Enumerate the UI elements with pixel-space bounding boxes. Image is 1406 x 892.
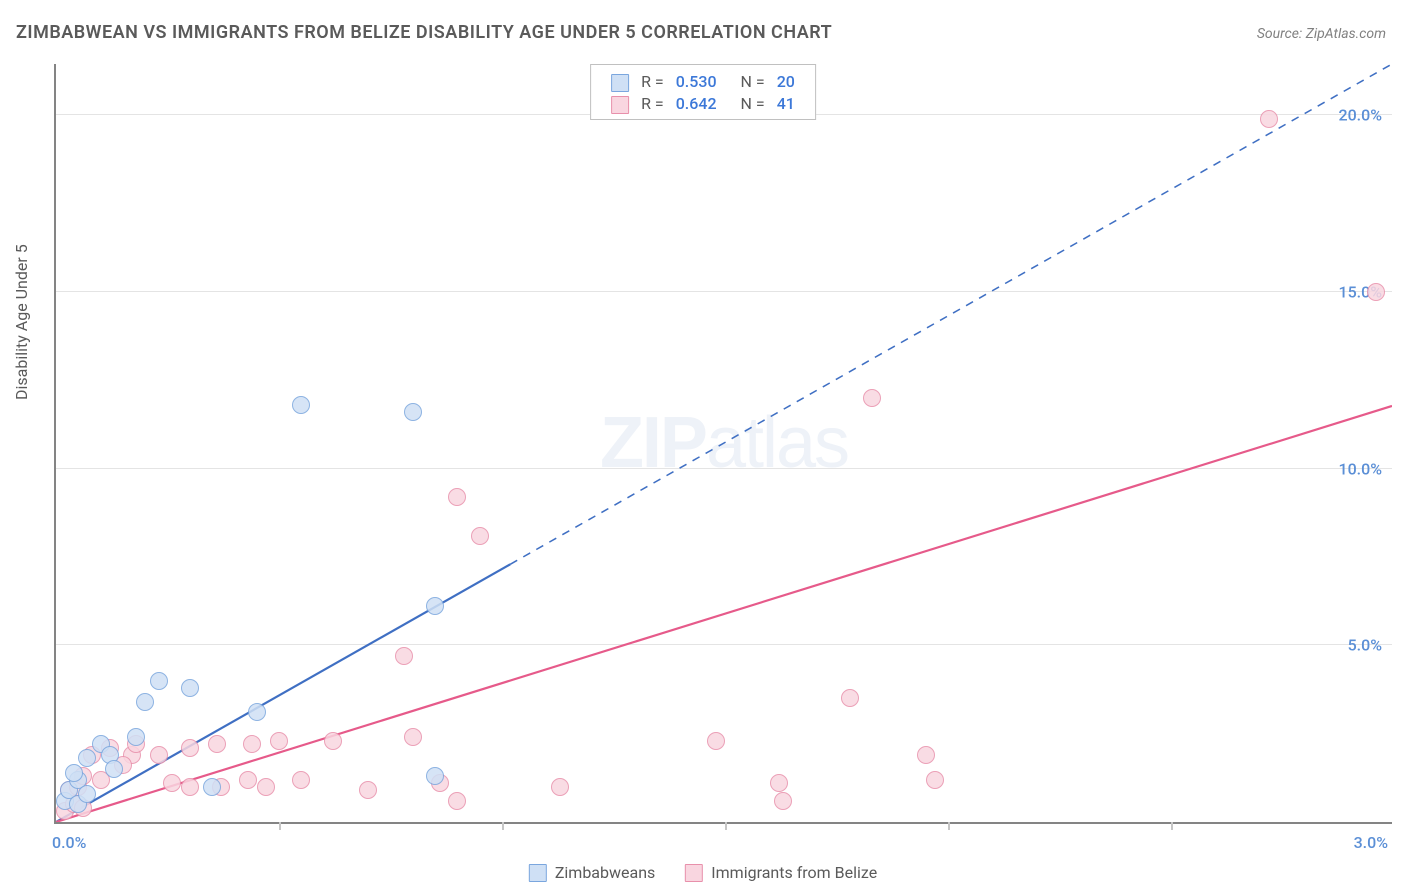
data-point-belize: [770, 774, 788, 792]
x-tick-mark: [1171, 822, 1173, 830]
data-point-belize: [359, 781, 377, 799]
data-point-belize: [926, 771, 944, 789]
correlation-legend: R = 0.530 N = 20 R = 0.642 N = 41: [590, 64, 816, 120]
legend-label: Zimbabweans: [555, 863, 655, 882]
data-point-zimbabweans: [127, 728, 145, 746]
watermark-logo: ZIPatlas: [600, 402, 848, 484]
data-point-zimbabweans: [78, 749, 96, 767]
data-point-belize: [181, 739, 199, 757]
y-tick-label: 20.0%: [1338, 106, 1382, 125]
legend-item-zimbabweans: Zimbabweans: [529, 863, 655, 882]
r-value-zimbabweans: 0.530: [670, 71, 723, 93]
data-point-belize: [1260, 110, 1278, 128]
data-point-belize: [917, 746, 935, 764]
gridline-horizontal: [56, 468, 1392, 469]
n-label: N =: [735, 71, 771, 93]
source-attribution: Source: ZipAtlas.com: [1257, 26, 1386, 42]
data-point-zimbabweans: [248, 703, 266, 721]
data-point-belize: [163, 774, 181, 792]
gridline-horizontal: [56, 644, 1392, 645]
trend-line-zimbabweans-extrapolated: [510, 64, 1392, 564]
scatter-plot-area: ZIPatlas 5.0%10.0%15.0%20.0%0.0%3.0%: [54, 64, 1392, 824]
r-value-belize: 0.642: [670, 93, 723, 115]
data-point-belize: [395, 647, 413, 665]
data-point-belize: [239, 771, 257, 789]
x-tick-mark: [502, 822, 504, 830]
data-point-zimbabweans: [292, 396, 310, 414]
x-tick-mark: [279, 822, 281, 830]
x-tick-label-end: 3.0%: [1354, 833, 1388, 852]
r-label: R =: [635, 93, 670, 115]
data-point-belize: [448, 488, 466, 506]
data-point-belize: [270, 732, 288, 750]
swatch-belize: [685, 864, 703, 882]
data-point-belize: [863, 389, 881, 407]
data-point-belize: [292, 771, 310, 789]
data-point-belize: [841, 689, 859, 707]
r-label: R =: [635, 71, 670, 93]
data-point-belize: [150, 746, 168, 764]
chart-title: ZIMBABWEAN VS IMMIGRANTS FROM BELIZE DIS…: [16, 22, 832, 43]
x-tick-mark: [948, 822, 950, 830]
legend-row-zimbabweans: R = 0.530 N = 20: [605, 71, 801, 93]
data-point-belize: [181, 778, 199, 796]
data-point-belize: [404, 728, 422, 746]
data-point-belize: [243, 735, 261, 753]
y-tick-label: 5.0%: [1348, 636, 1382, 655]
data-point-zimbabweans: [203, 778, 221, 796]
data-point-zimbabweans: [136, 693, 154, 711]
data-point-belize: [707, 732, 725, 750]
series-legend: Zimbabweans Immigrants from Belize: [529, 863, 877, 882]
data-point-belize: [208, 735, 226, 753]
data-point-zimbabweans: [426, 597, 444, 615]
n-value-belize: 41: [771, 93, 801, 115]
data-point-zimbabweans: [105, 760, 123, 778]
y-tick-label: 10.0%: [1338, 459, 1382, 478]
swatch-belize: [611, 96, 629, 114]
n-value-zimbabweans: 20: [771, 71, 801, 93]
n-label: N =: [735, 93, 771, 115]
swatch-zimbabweans: [529, 864, 547, 882]
x-tick-mark: [725, 822, 727, 830]
data-point-belize: [774, 792, 792, 810]
data-point-belize: [448, 792, 466, 810]
data-point-zimbabweans: [150, 672, 168, 690]
data-point-belize: [471, 527, 489, 545]
legend-row-belize: R = 0.642 N = 41: [605, 93, 801, 115]
data-point-belize: [1367, 283, 1385, 301]
data-point-belize: [324, 732, 342, 750]
legend-item-belize: Immigrants from Belize: [685, 863, 877, 882]
y-axis-label: Disability Age Under 5: [12, 244, 31, 400]
data-point-zimbabweans: [404, 403, 422, 421]
data-point-zimbabweans: [78, 785, 96, 803]
data-point-zimbabweans: [426, 767, 444, 785]
data-point-zimbabweans: [181, 679, 199, 697]
data-point-zimbabweans: [65, 764, 83, 782]
data-point-belize: [257, 778, 275, 796]
data-point-belize: [551, 778, 569, 796]
swatch-zimbabweans: [611, 74, 629, 92]
x-tick-label-start: 0.0%: [52, 833, 86, 852]
gridline-horizontal: [56, 291, 1392, 292]
legend-label: Immigrants from Belize: [711, 863, 877, 882]
